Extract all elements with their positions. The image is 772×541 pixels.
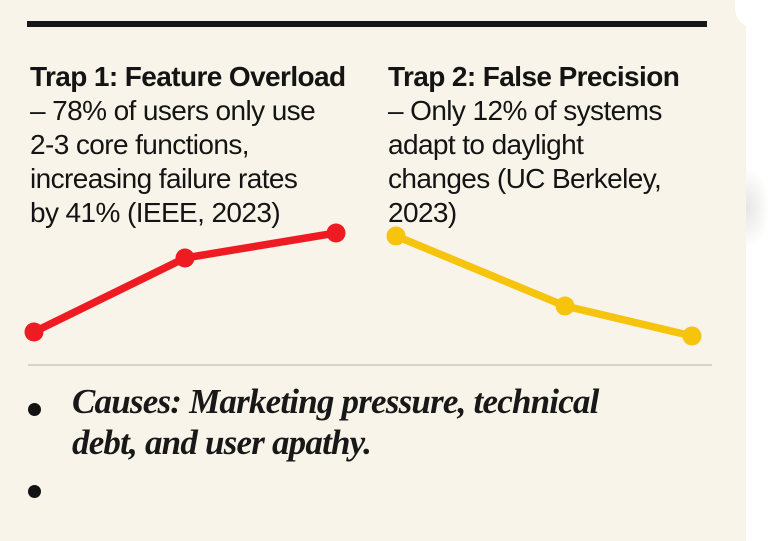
section-divider	[28, 364, 712, 366]
trap-2-line: changes (UC Berkeley,	[388, 163, 662, 194]
causes-line: debt, and user apathy.	[72, 423, 372, 462]
trap-1-line: 2-3 core functions,	[30, 129, 250, 160]
trap-2-line: – Only 12% of systems	[388, 95, 662, 126]
trap1-trend-point	[175, 248, 195, 268]
next-card-shadow	[746, 152, 772, 264]
trap-2-line: 2023)	[388, 197, 457, 228]
causes-line: Causes: Marketing pressure, technical	[72, 382, 599, 421]
trap2-trend-point	[555, 296, 575, 316]
trap-2-heading: Trap 2: False Precision	[388, 61, 680, 92]
causes-bullet-item: Causes: Marketing pressure, technical de…	[72, 381, 599, 463]
empty-bullet-marker	[28, 485, 41, 498]
trap2-trend-point	[682, 326, 702, 346]
trap2-trend-point	[386, 226, 406, 246]
trap-2-column: Trap 2: False Precision – Only 12% of sy…	[388, 60, 718, 230]
trap1-trend-point	[24, 322, 44, 342]
trap1-trend-point	[326, 223, 346, 243]
top-rule	[27, 21, 707, 27]
trap2-trend-line	[392, 232, 696, 340]
trap-1-column: Trap 1: Feature Overload – 78% of users …	[30, 60, 380, 230]
trap-2-line: adapt to daylight	[388, 129, 584, 160]
next-card-corner	[735, 0, 772, 28]
trap-1-heading: Trap 1: Feature Overload	[30, 61, 346, 92]
trap-1-line: by 41% (IEEE, 2023)	[30, 197, 281, 228]
next-card-edge[interactable]	[746, 0, 772, 541]
trap1-trend-line	[30, 229, 340, 336]
bullet-marker	[28, 403, 41, 416]
trap-1-line: – 78% of users only use	[30, 95, 316, 126]
trap-1-line: increasing failure rates	[30, 163, 298, 194]
